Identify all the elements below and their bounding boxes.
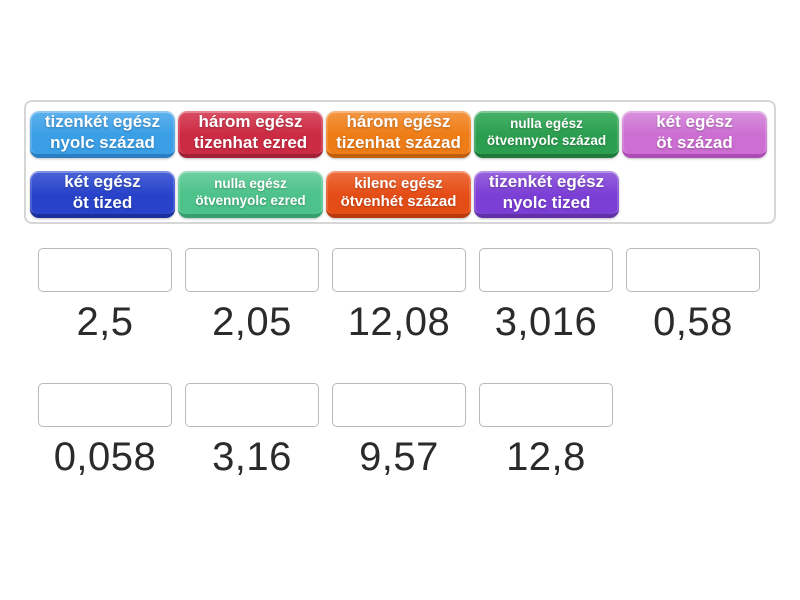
answer-number: 9,57 — [359, 435, 439, 479]
answer-number: 3,16 — [212, 435, 292, 479]
answer-cell: 2,5 — [38, 248, 172, 342]
answer-number: 0,058 — [53, 435, 157, 479]
tile-row-2: két egész öt tized nulla egész ötvennyol… — [30, 171, 770, 218]
tile-label-line2: ötvennyolc ezred — [195, 192, 306, 208]
answer-number: 12,8 — [506, 435, 586, 479]
word-tile-harom-egesz-tizenhat-ezred[interactable]: három egész tizenhat ezred — [178, 111, 323, 158]
answer-number: 3,016 — [494, 300, 598, 344]
tile-row-1: tizenkét egész nyolc század három egész … — [30, 111, 770, 158]
answer-drop-zone[interactable] — [332, 248, 466, 292]
answer-row-1: 2,5 2,05 12,08 3,016 0,58 — [38, 248, 760, 342]
answer-drop-zone[interactable] — [38, 383, 172, 427]
answer-cell: 0,58 — [626, 248, 760, 342]
answer-drop-zone[interactable] — [185, 383, 319, 427]
tile-label-line2: tizenhat század — [336, 132, 461, 152]
answer-cell: 3,016 — [479, 248, 613, 342]
word-tile-nulla-egesz-otvennyolc-ezred[interactable]: nulla egész ötvennyolc ezred — [178, 171, 323, 218]
answer-cell: 12,08 — [332, 248, 466, 342]
tile-label-line1: két egész — [64, 172, 141, 192]
word-tile-tizenket-egesz-nyolc-szazad[interactable]: tizenkét egész nyolc század — [30, 111, 175, 158]
answer-drop-zone[interactable] — [38, 248, 172, 292]
answer-number: 12,08 — [347, 300, 451, 344]
answer-drop-zone[interactable] — [479, 248, 613, 292]
answer-number: 2,5 — [76, 300, 134, 344]
word-tile-tizenket-egesz-nyolc-tized[interactable]: tizenkét egész nyolc tized — [474, 171, 619, 218]
answer-number: 0,58 — [653, 300, 733, 344]
tile-label-line2: nyolc század — [50, 132, 155, 152]
tile-label-line1: nulla egész — [214, 176, 287, 192]
word-tile-ket-egesz-ot-tized[interactable]: két egész öt tized — [30, 171, 175, 218]
tile-label-line2: ötvennyolc század — [486, 132, 607, 148]
tile-label-line1: tizenkét egész — [488, 172, 605, 192]
tile-label-line1: kilenc egész — [354, 174, 443, 192]
tile-label-line2: nyolc tized — [502, 192, 591, 212]
word-tile-nulla-egesz-otvennyolc-szazad[interactable]: nulla egész ötvennyolc század — [474, 111, 619, 158]
answer-cell: 12,8 — [479, 383, 613, 477]
answer-drop-zone[interactable] — [479, 383, 613, 427]
answer-drop-zone[interactable] — [626, 248, 760, 292]
tile-label-line2: ötvenhét század — [340, 192, 457, 210]
tile-label-line1: három egész — [346, 112, 451, 132]
word-tile-kilenc-egesz-otvenhet-szazad[interactable]: kilenc egész ötvenhét század — [326, 171, 471, 218]
answer-drop-zone[interactable] — [332, 383, 466, 427]
tile-label-line1: két egész — [656, 112, 733, 132]
tile-label-line2: öt tized — [72, 192, 133, 212]
word-tile-harom-egesz-tizenhat-szazad[interactable]: három egész tizenhat század — [326, 111, 471, 158]
tile-label-line1: három egész — [198, 112, 303, 132]
answer-row-2: 0,058 3,16 9,57 12,8 — [38, 383, 613, 477]
tile-label-line2: öt század — [656, 132, 733, 152]
answer-number: 2,05 — [212, 300, 292, 344]
tile-board: tizenkét egész nyolc század három egész … — [24, 100, 776, 224]
answer-drop-zone[interactable] — [185, 248, 319, 292]
answer-cell: 0,058 — [38, 383, 172, 477]
tile-label-line1: nulla egész — [510, 116, 583, 132]
tile-label-line2: tizenhat ezred — [193, 132, 308, 152]
tile-label-line1: tizenkét egész — [44, 112, 161, 132]
word-tile-ket-egesz-ot-szazad[interactable]: két egész öt század — [622, 111, 767, 158]
answer-cell: 2,05 — [185, 248, 319, 342]
answer-cell: 3,16 — [185, 383, 319, 477]
answer-cell: 9,57 — [332, 383, 466, 477]
